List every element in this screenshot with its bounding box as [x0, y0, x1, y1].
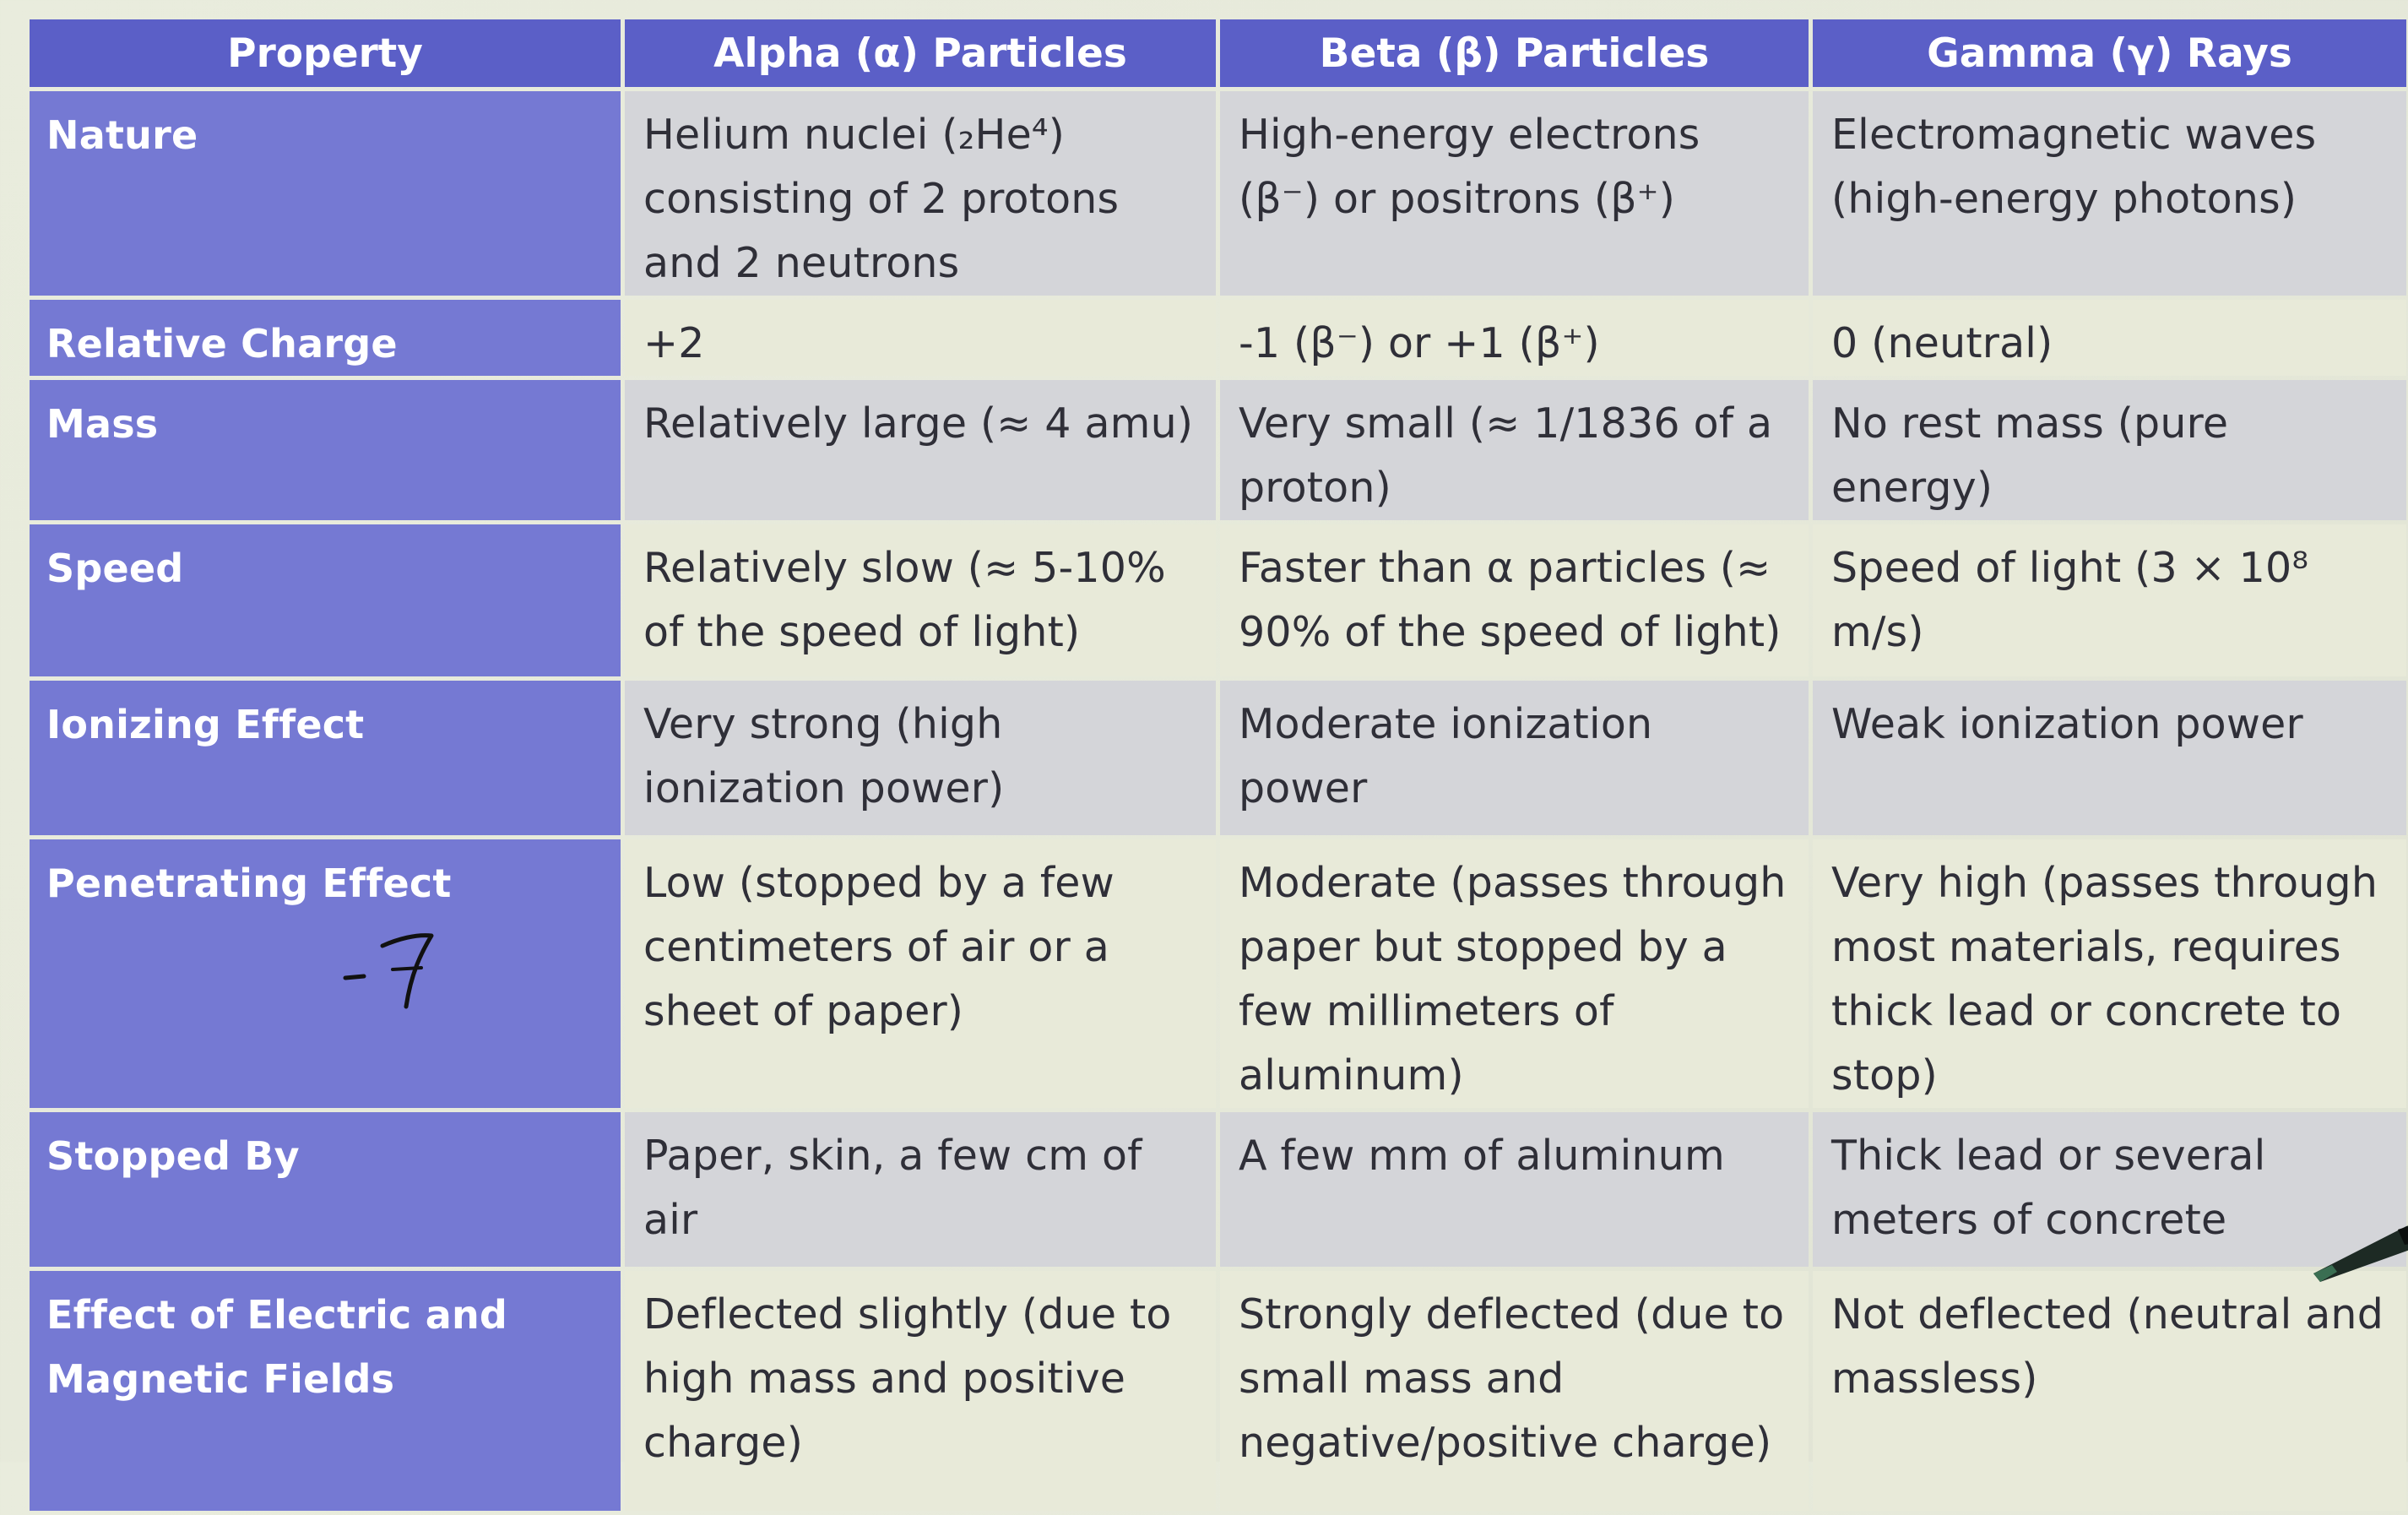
cell-beta-speed: Faster than α particles (≈ 90% of the sp…	[1220, 524, 1809, 676]
cell-alpha-penetrating: Low (stopped by a few centimeters of air…	[625, 839, 1216, 1108]
row-label-nature: Nature	[30, 91, 621, 296]
cell-gamma-penetrating: Very high (passes through most materials…	[1813, 839, 2406, 1108]
row-label-stopped-by: Stopped By	[30, 1112, 621, 1267]
projected-slide: Property Alpha (α) Particles Beta (β) Pa…	[30, 19, 2408, 1511]
cell-alpha-speed: Relatively slow (≈ 5-10% of the speed of…	[625, 524, 1216, 676]
row-label-ionizing-effect: Ionizing Effect	[30, 681, 621, 835]
row-label-penetrating-text: Penetrating Effect	[46, 861, 452, 906]
table-row: Nature Helium nuclei (₂He⁴) consisting o…	[30, 91, 2406, 296]
table-row: Penetrating Effect -7 Low (stopped by a …	[30, 839, 2406, 1108]
row-label-mass: Mass	[30, 380, 621, 520]
table-row: Effect of Electric and Magnetic Fields D…	[30, 1271, 2406, 1511]
radiation-properties-table: Property Alpha (α) Particles Beta (β) Pa…	[25, 15, 2408, 1515]
table-row: Relative Charge +2 -1 (β⁻) or +1 (β⁺) 0 …	[30, 300, 2406, 376]
cell-gamma-ionizing: Weak ionization power	[1813, 681, 2406, 835]
cell-beta-charge: -1 (β⁻) or +1 (β⁺)	[1220, 300, 1809, 376]
row-label-speed: Speed	[30, 524, 621, 676]
cell-gamma-speed: Speed of light (3 × 10⁸ m/s)	[1813, 524, 2406, 676]
handwritten-mark: -7	[343, 933, 434, 1009]
cell-alpha-stopped-by: Paper, skin, a few cm of air	[625, 1112, 1216, 1267]
cell-beta-nature: High-energy electrons (β⁻) or positrons …	[1220, 91, 1809, 296]
header-gamma: Gamma (γ) Rays	[1813, 19, 2406, 87]
cell-alpha-field-effect: Deflected slightly (due to high mass and…	[625, 1271, 1216, 1511]
row-label-relative-charge: Relative Charge	[30, 300, 621, 376]
header-beta: Beta (β) Particles	[1220, 19, 1809, 87]
cell-alpha-nature: Helium nuclei (₂He⁴) consisting of 2 pro…	[625, 91, 1216, 296]
cell-alpha-ionizing: Very strong (high ionization power)	[625, 681, 1216, 835]
cell-gamma-field-effect: Not deflected (neutral and massless)	[1813, 1271, 2406, 1511]
table-row: Mass Relatively large (≈ 4 amu) Very sma…	[30, 380, 2406, 520]
table-row: Ionizing Effect Very strong (high ioniza…	[30, 681, 2406, 835]
cell-gamma-charge: 0 (neutral)	[1813, 300, 2406, 376]
cell-beta-ionizing: Moderate ionization power	[1220, 681, 1809, 835]
cell-beta-penetrating: Moderate (passes through paper but stopp…	[1220, 839, 1809, 1108]
row-label-field-effect: Effect of Electric and Magnetic Fields	[30, 1271, 621, 1511]
header-property: Property	[30, 19, 621, 87]
cell-alpha-mass: Relatively large (≈ 4 amu)	[625, 380, 1216, 520]
row-label-penetrating-effect: Penetrating Effect -7	[30, 839, 621, 1108]
cell-alpha-charge: +2	[625, 300, 1216, 376]
cell-beta-stopped-by: A few mm of aluminum	[1220, 1112, 1809, 1267]
cell-gamma-nature: Electromagnetic waves (high-energy photo…	[1813, 91, 2406, 296]
header-alpha: Alpha (α) Particles	[625, 19, 1216, 87]
cell-gamma-stopped-by: Thick lead or several meters of concrete	[1813, 1112, 2406, 1267]
table-row: Speed Relatively slow (≈ 5-10% of the sp…	[30, 524, 2406, 676]
table-row: Stopped By Paper, skin, a few cm of air …	[30, 1112, 2406, 1267]
cell-beta-field-effect: Strongly deflected (due to small mass an…	[1220, 1271, 1809, 1511]
table-header-row: Property Alpha (α) Particles Beta (β) Pa…	[30, 19, 2406, 87]
cell-beta-mass: Very small (≈ 1/1836 of a proton)	[1220, 380, 1809, 520]
cell-gamma-mass: No rest mass (pure energy)	[1813, 380, 2406, 520]
